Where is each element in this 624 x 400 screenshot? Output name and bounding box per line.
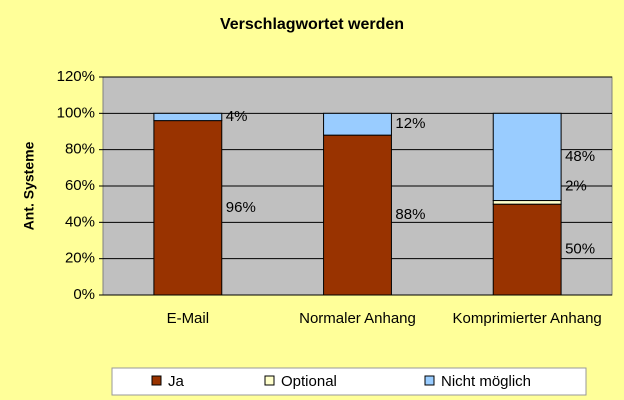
bar-segment	[492, 203, 562, 296]
y-tick-label: 120%	[57, 68, 95, 85]
y-tick-label: 60%	[65, 177, 95, 194]
y-tick-label: 20%	[65, 250, 95, 267]
x-tick-label: E-Mail	[166, 310, 210, 327]
x-tick-label: Komprimierter Anhang	[452, 310, 602, 327]
y-tick-label: 0%	[73, 286, 95, 303]
x-tick-label: Normaler Anhang	[299, 310, 416, 327]
legend-swatch	[424, 375, 435, 386]
value-label: 50%	[565, 241, 595, 258]
legend-label: Optional	[281, 373, 337, 390]
value-label: 96%	[226, 199, 256, 216]
legend	[111, 367, 587, 396]
y-tick-label: 100%	[57, 104, 95, 121]
y-axis-label: Ant. Systeme	[21, 141, 37, 230]
bar-segment	[492, 112, 562, 202]
bar-segment	[323, 112, 392, 136]
bar-segment	[323, 134, 392, 296]
y-tick-label: 40%	[65, 213, 95, 230]
legend-swatch	[264, 375, 275, 386]
legend-label: Nicht möglich	[441, 373, 531, 390]
value-label: 4%	[226, 108, 248, 125]
bar-segment	[153, 112, 223, 122]
chart-title: Verschlagwortet werden	[220, 16, 404, 33]
y-tick-label: 80%	[65, 141, 95, 158]
legend-swatch	[151, 375, 162, 386]
legend-label: Ja	[168, 373, 185, 390]
bar-segment	[153, 120, 223, 296]
value-label: 2%	[565, 178, 587, 195]
value-label: 48%	[565, 148, 595, 165]
value-label: 12%	[395, 115, 425, 132]
value-label: 88%	[395, 206, 425, 223]
bar-segment	[492, 200, 562, 205]
